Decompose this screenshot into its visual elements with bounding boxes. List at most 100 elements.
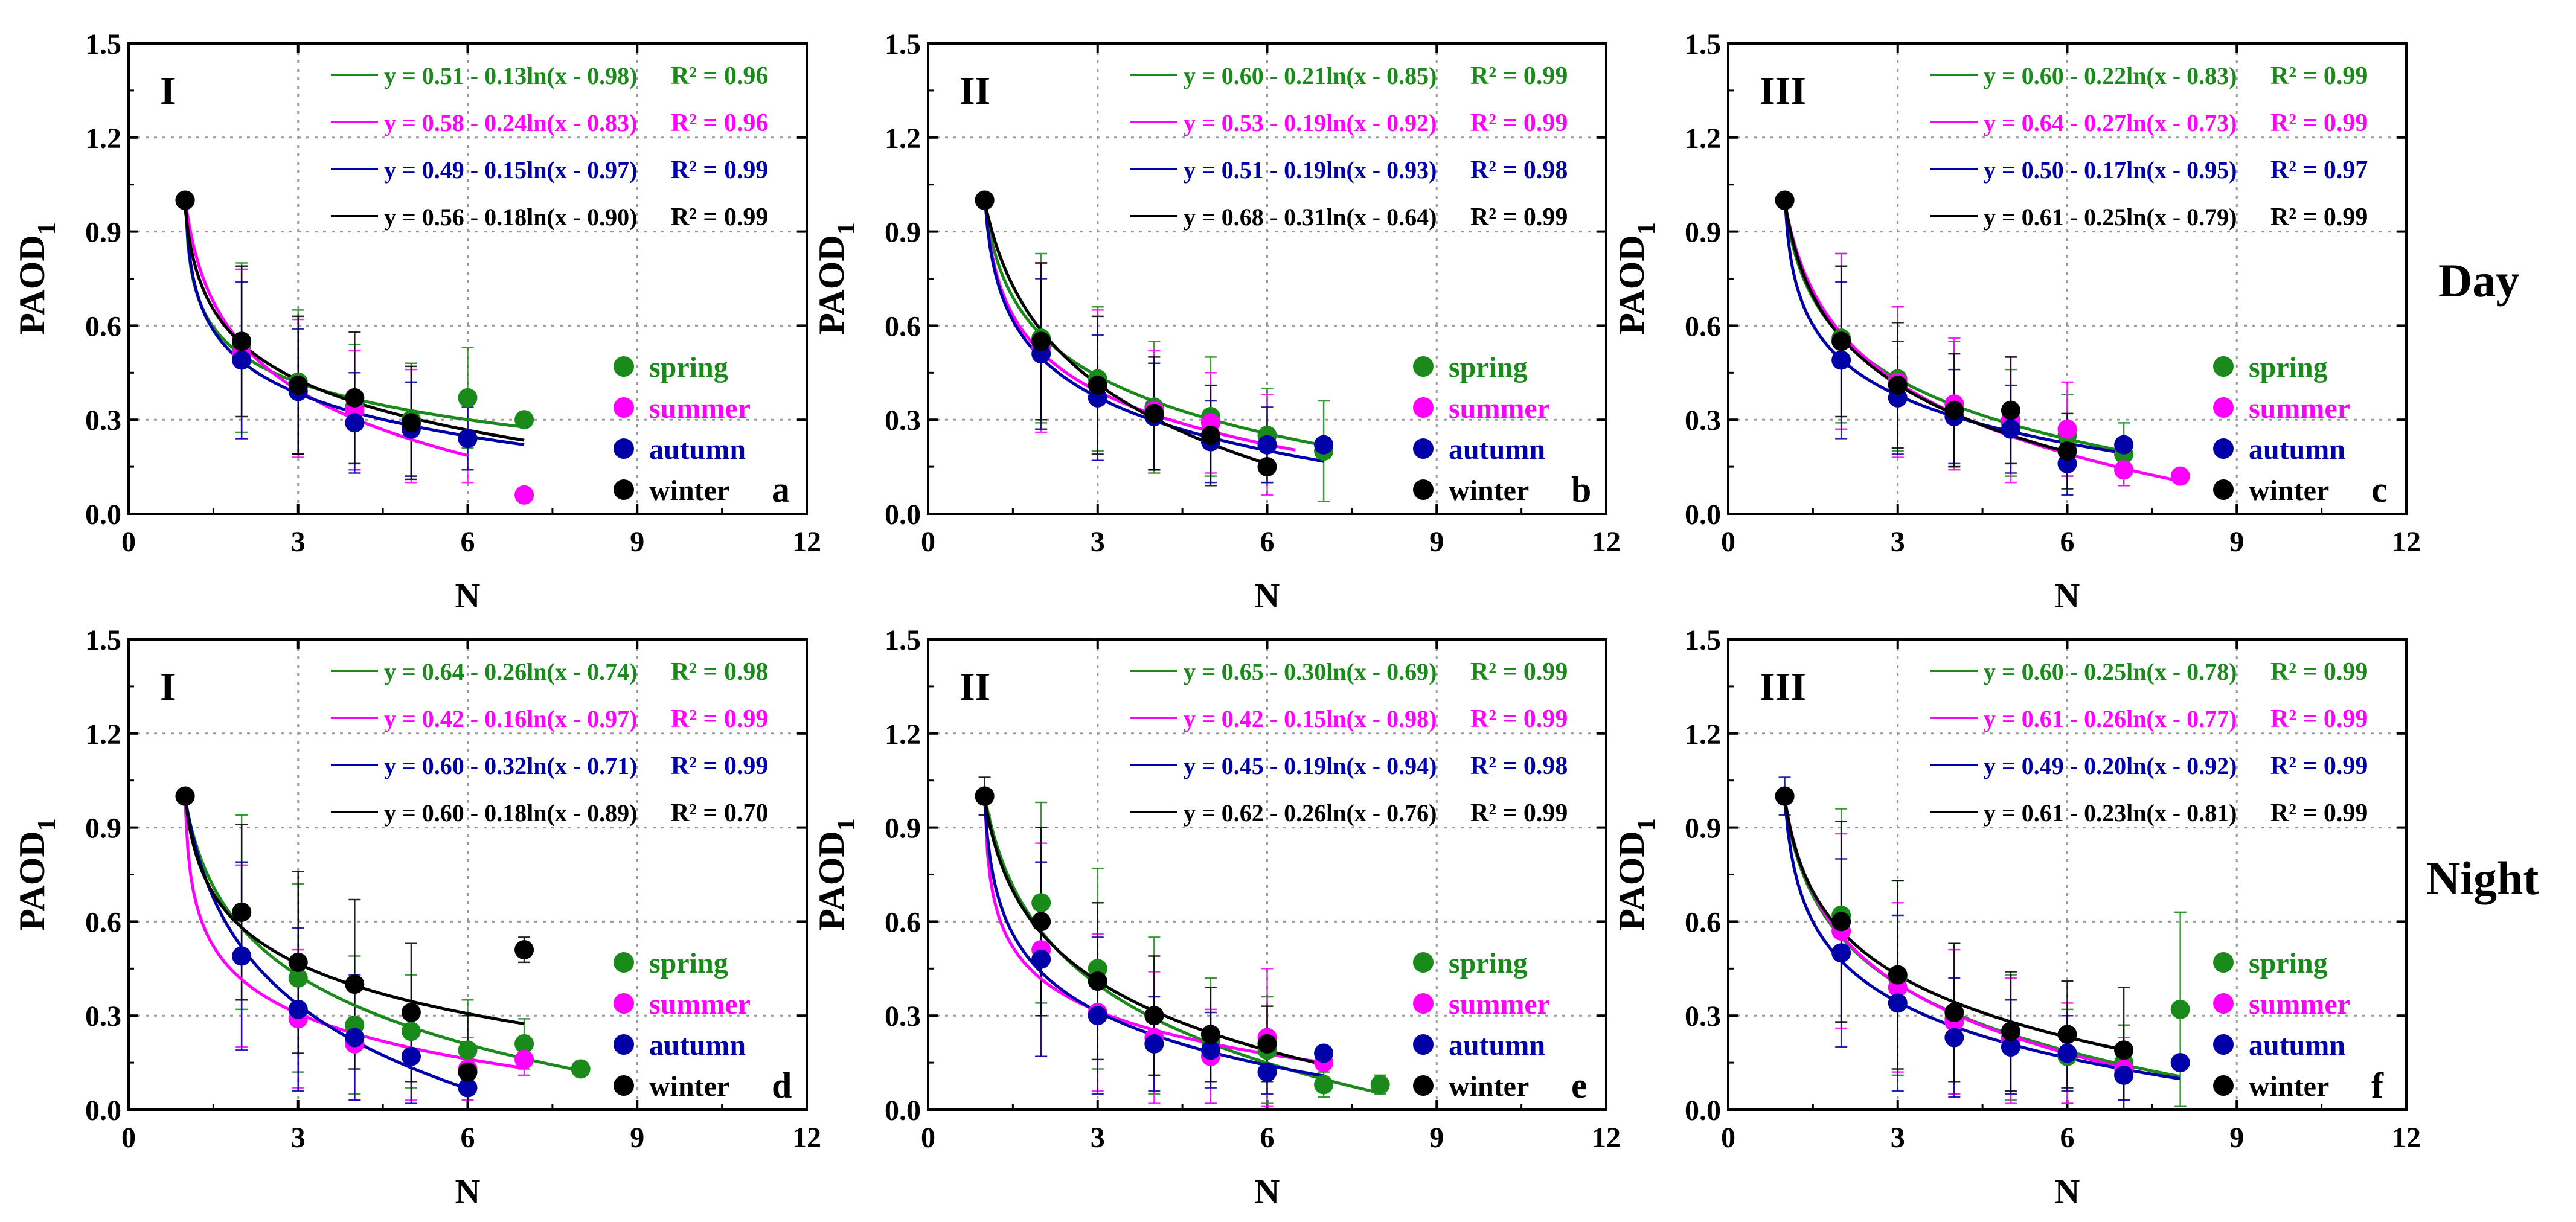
x-tick-label: 3 (1091, 526, 1105, 558)
legend-marker-summer (614, 397, 634, 418)
data-point-autumn (232, 350, 252, 370)
y-axis-label-subscript: 1 (33, 818, 61, 831)
legend-marker-summer (1413, 993, 1434, 1014)
y-axis-label: PAOD1 (12, 818, 61, 931)
legend-marker-spring (1413, 952, 1434, 973)
equation-summer: y = 0.42 - 0.16ln(x - 0.97) (384, 705, 637, 732)
data-point-winter (975, 190, 995, 210)
x-tick-label: 9 (1429, 1122, 1444, 1154)
data-point-spring (401, 1022, 421, 1041)
legend-label-spring: spring (1449, 947, 1528, 979)
region-label: II (960, 665, 990, 709)
legend-label-autumn: autumn (1449, 1029, 1545, 1061)
x-tick-label: 6 (1260, 526, 1275, 558)
data-point-winter (2057, 441, 2077, 461)
r2-winter: R² = 0.99 (2270, 203, 2368, 231)
equation-summer: y = 0.42 - 0.15ln(x - 0.98) (1184, 705, 1437, 732)
equation-autumn: y = 0.50 - 0.17ln(x - 0.95) (1984, 156, 2237, 184)
r2-spring: R² = 0.98 (671, 658, 768, 686)
equation-summer: y = 0.61 - 0.26ln(x - 0.77) (1984, 705, 2237, 732)
y-tick-label: 0.6 (1685, 906, 1721, 938)
equation-spring: y = 0.65 - 0.30ln(x - 0.69) (1184, 658, 1437, 685)
data-point-winter (1775, 786, 1795, 806)
data-point-spring (288, 968, 308, 988)
data-point-winter (1200, 1025, 1220, 1044)
y-axis-label-main: PAOD (1612, 831, 1652, 931)
y-tick-label: 0.0 (885, 1095, 921, 1127)
data-point-winter (514, 940, 534, 960)
x-tick-label: 0 (121, 526, 136, 558)
legend-marker-autumn (614, 1034, 634, 1055)
x-tick-label: 6 (2060, 1122, 2075, 1154)
y-tick-label: 0.0 (1685, 1095, 1721, 1127)
data-point-spring (1370, 1075, 1390, 1095)
x-tick-label: 0 (1721, 1122, 1735, 1154)
y-axis-label: PAOD1 (812, 818, 860, 931)
data-point-autumn (1314, 1043, 1334, 1063)
data-point-autumn (345, 413, 365, 433)
data-point-winter (1257, 457, 1277, 477)
r2-winter: R² = 0.70 (671, 799, 768, 827)
y-tick-label: 0.9 (1685, 813, 1721, 845)
y-axis-label-main: PAOD (1612, 235, 1652, 335)
data-point-winter (1888, 965, 1908, 985)
y-tick-label: 1.2 (1685, 718, 1721, 750)
data-point-autumn (2170, 1053, 2190, 1073)
legend-label-spring: spring (649, 947, 728, 979)
equation-autumn: y = 0.49 - 0.20ln(x - 0.92) (1984, 752, 2237, 779)
x-tick-label: 12 (792, 1122, 821, 1154)
x-tick-label: 6 (2060, 526, 2075, 558)
legend-label-summer: summer (1449, 392, 1550, 424)
panel-letter: e (1571, 1066, 1588, 1105)
y-axis-label-main: PAOD (12, 235, 52, 335)
equation-autumn: y = 0.45 - 0.19ln(x - 0.94) (1184, 752, 1437, 779)
r2-summer: R² = 0.99 (671, 705, 768, 733)
r2-summer: R² = 0.99 (1470, 109, 1568, 137)
data-point-winter (1944, 1003, 1964, 1023)
fit-curve-spring (184, 799, 582, 1072)
y-tick-label: 0.6 (85, 310, 121, 342)
equation-winter: y = 0.61 - 0.23ln(x - 0.81) (1984, 799, 2237, 827)
data-point-autumn (1831, 943, 1851, 963)
y-axis-label-subscript: 1 (1633, 222, 1661, 235)
data-point-winter (1831, 331, 1851, 351)
data-point-winter (288, 376, 308, 395)
y-tick-label: 0.9 (85, 217, 121, 249)
panel-d: 0 3 6 9 12 0.0 0.3 0.6 0.9 1.2 1.5 N PAOD1 I y = 0.64 … (12, 624, 821, 1211)
y-axis-label-subscript: 1 (1633, 818, 1661, 831)
data-point-autumn (401, 1046, 421, 1066)
x-tick-label: 12 (1592, 526, 1621, 558)
data-point-autumn (1088, 1006, 1107, 1026)
legend-label-spring: spring (2249, 351, 2328, 383)
equation-spring: y = 0.60 - 0.25ln(x - 0.78) (1984, 658, 2237, 685)
r2-autumn: R² = 0.99 (671, 156, 768, 184)
equation-winter: y = 0.68 - 0.31ln(x - 0.64) (1184, 203, 1437, 231)
equation-winter: y = 0.61 - 0.25ln(x - 0.79) (1984, 203, 2237, 231)
equation-summer: y = 0.53 - 0.19ln(x - 0.92) (1184, 109, 1437, 136)
legend-label-winter: winter (649, 1070, 729, 1102)
x-tick-label: 0 (921, 526, 935, 558)
y-tick-label: 0.6 (1685, 310, 1721, 342)
data-point-spring (514, 1034, 534, 1054)
data-point-autumn (1200, 1040, 1220, 1060)
legend-marker-spring (2213, 356, 2234, 377)
y-tick-label: 0.3 (885, 1000, 921, 1032)
x-axis-label: N (2055, 1172, 2080, 1211)
legend-marker-summer (1413, 397, 1434, 418)
legend-label-spring: spring (1449, 351, 1528, 383)
data-point-spring (2170, 999, 2190, 1019)
legend-marker-winter (614, 1075, 634, 1096)
x-tick-label: 9 (2229, 526, 2244, 558)
data-point-autumn (345, 1028, 365, 1048)
data-point-spring (1031, 893, 1051, 913)
data-point-summer (514, 1049, 534, 1069)
data-point-autumn (2114, 435, 2134, 455)
y-tick-label: 1.2 (85, 718, 121, 750)
y-tick-label: 0.6 (885, 310, 921, 342)
y-tick-label: 0.6 (885, 906, 921, 938)
legend-marker-spring (1413, 356, 1434, 377)
data-point-winter (175, 786, 195, 806)
y-tick-label: 1.2 (885, 718, 921, 750)
equation-autumn: y = 0.49 - 0.15ln(x - 0.97) (384, 156, 637, 184)
legend-label-autumn: autumn (1449, 433, 1545, 465)
